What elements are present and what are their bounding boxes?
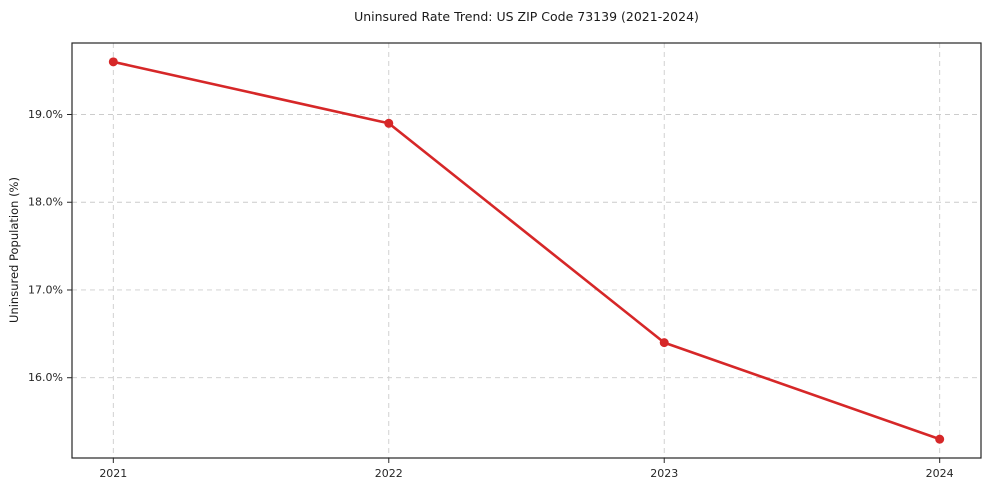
x-tick-label: 2022 (375, 467, 403, 480)
data-point (108, 57, 118, 67)
y-axis-label: Uninsured Population (%) (7, 177, 21, 323)
y-tick-label: 19.0% (28, 108, 63, 121)
x-tick-label: 2023 (650, 467, 678, 480)
x-tick-label: 2021 (99, 467, 127, 480)
x-tick-label: 2024 (926, 467, 954, 480)
data-point (935, 434, 945, 444)
chart-title: Uninsured Rate Trend: US ZIP Code 73139 … (354, 9, 699, 24)
axes-frame (71, 42, 982, 459)
y-tick-label: 18.0% (28, 196, 63, 209)
y-tick-label: 17.0% (28, 283, 63, 296)
data-point (384, 118, 394, 128)
y-tick-label: 16.0% (28, 371, 63, 384)
trend-line (112, 60, 941, 441)
data-point (659, 338, 669, 348)
